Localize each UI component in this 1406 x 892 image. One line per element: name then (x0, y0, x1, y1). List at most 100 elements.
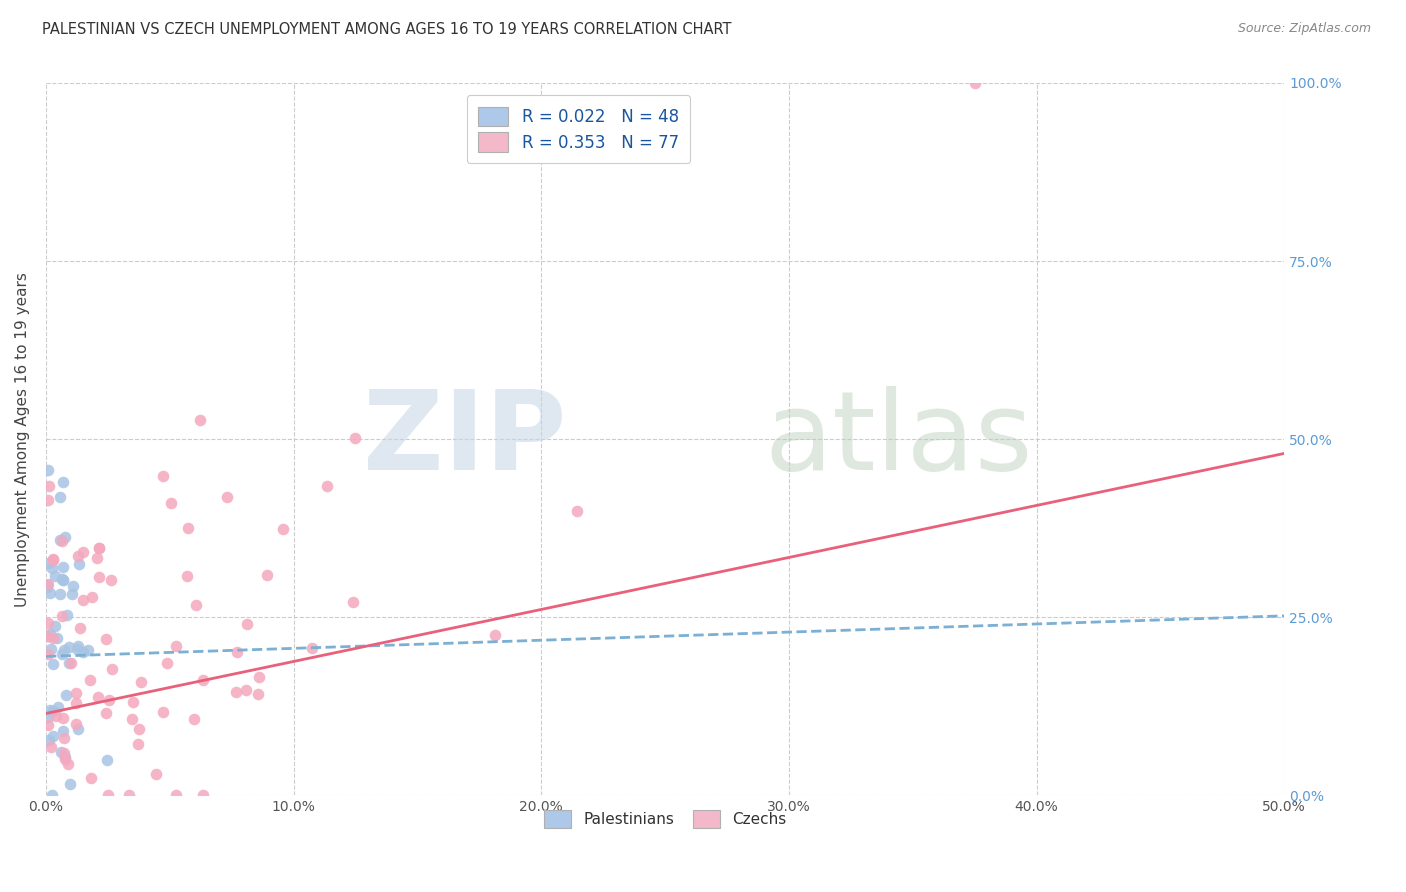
Point (49, 490, 72, 504)
Point (38, 586, 60, 600)
Point (37, 629, 59, 643)
Point (188, 413, 211, 427)
Point (52, 711, 75, 725)
Point (94, 706, 117, 720)
Point (184, 599, 207, 613)
Point (225, 685, 247, 699)
Point (60, 656, 83, 670)
Point (38, 479, 60, 493)
Y-axis label: Unemployment Among Ages 16 to 19 years: Unemployment Among Ages 16 to 19 years (15, 272, 30, 607)
Point (55, 608, 77, 623)
Point (37, 580, 59, 594)
Point (53, 746, 76, 760)
Point (89, 541, 111, 556)
Point (343, 431, 366, 445)
Point (42, 657, 65, 672)
Point (69, 621, 91, 635)
Point (165, 639, 187, 653)
Point (87, 541, 110, 555)
Point (42, 704, 65, 718)
Point (72, 645, 94, 659)
Point (37, 648, 59, 662)
Point (52, 573, 75, 587)
Point (67, 558, 90, 572)
Text: PALESTINIAN VS CZECH UNEMPLOYMENT AMONG AGES 16 TO 19 YEARS CORRELATION CHART: PALESTINIAN VS CZECH UNEMPLOYMENT AMONG … (42, 22, 731, 37)
Point (37, 615, 59, 630)
Point (37, 629, 59, 643)
Point (60, 587, 83, 601)
Point (79, 673, 101, 687)
Point (342, 595, 364, 609)
Point (177, 521, 200, 535)
Point (37, 718, 59, 732)
Point (96, 632, 118, 647)
Point (273, 522, 295, 536)
Point (51, 534, 73, 549)
Point (80, 771, 103, 785)
Point (160, 496, 183, 510)
Point (87, 690, 110, 704)
Point (165, 789, 187, 803)
Point (97, 693, 120, 707)
Point (52, 475, 75, 489)
Point (247, 670, 270, 684)
Point (316, 479, 339, 493)
Point (67, 639, 90, 653)
Point (58, 640, 80, 655)
Point (82, 590, 104, 604)
Text: ZIP: ZIP (363, 385, 567, 492)
Point (41, 552, 63, 566)
Point (66, 641, 89, 656)
Point (45, 708, 67, 723)
Point (42, 553, 65, 567)
Point (52, 560, 75, 574)
Point (87, 570, 110, 584)
Text: atlas: atlas (765, 385, 1032, 492)
Point (247, 687, 270, 701)
Point (42, 729, 65, 743)
Point (484, 628, 506, 642)
Point (128, 723, 150, 737)
Point (44, 618, 66, 632)
Point (55, 530, 77, 544)
Point (51, 647, 73, 661)
Point (176, 568, 198, 582)
Point (145, 767, 167, 781)
Point (39, 641, 62, 656)
Point (301, 641, 323, 656)
Point (65, 696, 87, 710)
Point (51, 609, 73, 624)
Point (52, 731, 75, 745)
Point (55, 688, 77, 702)
Point (256, 568, 278, 582)
Point (42, 631, 65, 645)
Point (76, 643, 98, 657)
Point (65, 716, 87, 731)
Point (225, 645, 247, 659)
Point (67, 549, 90, 564)
Point (37, 493, 59, 508)
Point (235, 682, 257, 697)
Point (51, 745, 73, 759)
Point (39, 703, 62, 717)
Point (101, 661, 124, 675)
Point (39, 626, 62, 640)
Point (129, 675, 152, 690)
Point (38, 556, 60, 570)
Point (65, 686, 87, 700)
Point (52, 573, 75, 587)
Point (51, 572, 73, 586)
Point (156, 656, 179, 670)
Point (48, 533, 70, 547)
Point (96, 753, 118, 767)
Point (44, 569, 66, 583)
Point (100, 573, 122, 587)
Point (67, 722, 90, 736)
Point (152, 469, 174, 483)
Point (59, 777, 82, 791)
Point (55, 749, 77, 764)
Point (191, 673, 214, 687)
Point (37, 577, 59, 591)
Point (183, 712, 205, 726)
Point (48, 699, 70, 714)
